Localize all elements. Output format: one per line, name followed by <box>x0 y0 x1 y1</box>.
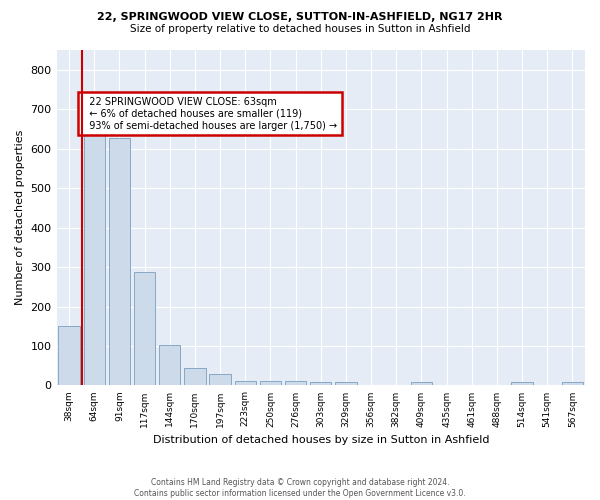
Y-axis label: Number of detached properties: Number of detached properties <box>15 130 25 306</box>
Bar <box>335 382 356 386</box>
Bar <box>411 382 432 386</box>
Bar <box>109 138 130 386</box>
Bar <box>83 135 105 386</box>
Bar <box>235 380 256 386</box>
Bar <box>285 382 307 386</box>
Bar <box>260 380 281 386</box>
Bar <box>184 368 206 386</box>
Bar <box>159 345 181 386</box>
Bar <box>511 382 533 386</box>
Text: 22 SPRINGWOOD VIEW CLOSE: 63sqm
  ← 6% of detached houses are smaller (119)
  93: 22 SPRINGWOOD VIEW CLOSE: 63sqm ← 6% of … <box>83 98 337 130</box>
Bar <box>562 382 583 386</box>
Text: 22, SPRINGWOOD VIEW CLOSE, SUTTON-IN-ASHFIELD, NG17 2HR: 22, SPRINGWOOD VIEW CLOSE, SUTTON-IN-ASH… <box>97 12 503 22</box>
Text: Size of property relative to detached houses in Sutton in Ashfield: Size of property relative to detached ho… <box>130 24 470 34</box>
Bar <box>209 374 231 386</box>
X-axis label: Distribution of detached houses by size in Sutton in Ashfield: Distribution of detached houses by size … <box>152 435 489 445</box>
Bar <box>310 382 331 386</box>
Bar <box>134 272 155 386</box>
Text: Contains HM Land Registry data © Crown copyright and database right 2024.
Contai: Contains HM Land Registry data © Crown c… <box>134 478 466 498</box>
Bar <box>58 326 80 386</box>
